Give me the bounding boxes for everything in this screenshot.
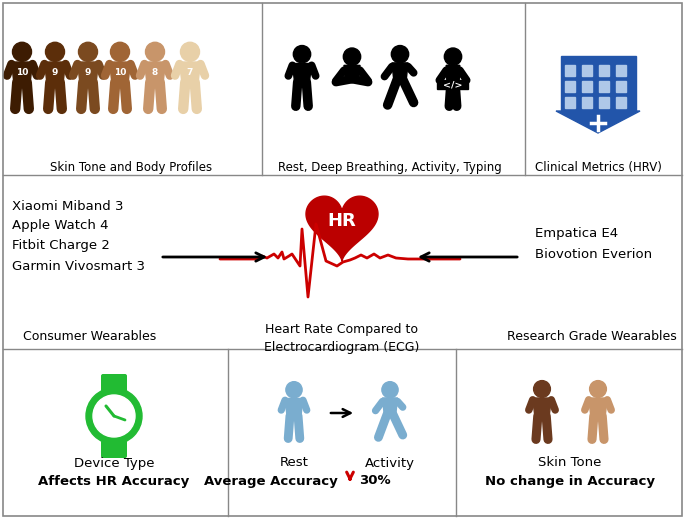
- Text: No change in Accuracy: No change in Accuracy: [485, 474, 655, 487]
- Polygon shape: [179, 62, 201, 83]
- Text: Clinical Metrics (HRV): Clinical Metrics (HRV): [534, 160, 662, 173]
- Text: Skin Tone: Skin Tone: [538, 457, 601, 470]
- Text: 9: 9: [52, 67, 58, 77]
- Bar: [565, 97, 575, 108]
- Polygon shape: [438, 80, 469, 89]
- Polygon shape: [292, 63, 312, 82]
- Bar: [616, 81, 626, 92]
- Bar: [582, 81, 592, 92]
- Circle shape: [12, 42, 32, 61]
- Bar: [599, 97, 609, 108]
- FancyBboxPatch shape: [101, 440, 127, 458]
- Text: Fitbit Charge 2: Fitbit Charge 2: [12, 239, 110, 253]
- Text: 10: 10: [114, 67, 126, 77]
- Circle shape: [93, 395, 135, 437]
- Polygon shape: [556, 111, 640, 133]
- Circle shape: [45, 42, 64, 61]
- Bar: [565, 65, 575, 76]
- Circle shape: [180, 42, 199, 61]
- Circle shape: [343, 48, 361, 65]
- Bar: [616, 97, 626, 108]
- Bar: [599, 65, 609, 76]
- Text: Xiaomi Miband 3: Xiaomi Miband 3: [12, 199, 123, 212]
- Bar: [599, 81, 609, 92]
- Text: Apple Watch 4: Apple Watch 4: [12, 220, 108, 233]
- Bar: [582, 65, 592, 76]
- Polygon shape: [145, 62, 166, 83]
- Circle shape: [445, 48, 462, 65]
- Text: Device Type: Device Type: [74, 457, 154, 470]
- Text: 8: 8: [152, 67, 158, 77]
- Text: 7: 7: [187, 67, 193, 77]
- Bar: [565, 81, 575, 92]
- Polygon shape: [344, 65, 360, 78]
- Text: 10: 10: [16, 67, 28, 77]
- Text: HR: HR: [327, 212, 356, 230]
- Text: Skin Tone and Body Profiles: Skin Tone and Body Profiles: [50, 160, 212, 173]
- Polygon shape: [77, 62, 99, 83]
- Polygon shape: [588, 398, 608, 416]
- Polygon shape: [45, 62, 66, 83]
- Polygon shape: [12, 62, 33, 83]
- Text: Consumer Wearables: Consumer Wearables: [23, 331, 157, 344]
- Circle shape: [382, 381, 398, 398]
- Circle shape: [534, 380, 551, 398]
- Text: Research Grade Wearables: Research Grade Wearables: [507, 331, 677, 344]
- Text: </>: </>: [443, 80, 463, 89]
- Text: Heart Rate Compared to
Electrocardiogram (ECG): Heart Rate Compared to Electrocardiogram…: [264, 323, 420, 354]
- Polygon shape: [533, 398, 551, 416]
- Text: Rest, Deep Breathing, Activity, Typing: Rest, Deep Breathing, Activity, Typing: [278, 160, 502, 173]
- Text: 30%: 30%: [359, 474, 390, 487]
- Polygon shape: [382, 398, 397, 414]
- Circle shape: [145, 42, 164, 61]
- FancyBboxPatch shape: [101, 374, 127, 392]
- Text: Average Accuracy: Average Accuracy: [204, 474, 338, 487]
- Text: Activity: Activity: [365, 457, 415, 470]
- Polygon shape: [285, 399, 303, 416]
- Polygon shape: [110, 62, 131, 83]
- Text: 9: 9: [85, 67, 91, 77]
- Text: Affects HR Accuracy: Affects HR Accuracy: [38, 474, 190, 487]
- Polygon shape: [446, 65, 460, 80]
- Polygon shape: [306, 196, 378, 261]
- Circle shape: [86, 388, 142, 444]
- Text: Garmin Vivosmart 3: Garmin Vivosmart 3: [12, 260, 145, 272]
- Bar: [616, 65, 626, 76]
- Circle shape: [391, 46, 409, 63]
- Circle shape: [110, 42, 129, 61]
- Text: Rest: Rest: [279, 457, 308, 470]
- Bar: [561, 56, 636, 111]
- Circle shape: [79, 42, 97, 61]
- Circle shape: [286, 381, 302, 398]
- Circle shape: [590, 380, 606, 398]
- Text: Biovotion Everion: Biovotion Everion: [535, 248, 652, 261]
- Text: Empatica E4: Empatica E4: [535, 227, 618, 240]
- Polygon shape: [392, 63, 408, 80]
- Bar: [582, 97, 592, 108]
- Circle shape: [293, 46, 311, 63]
